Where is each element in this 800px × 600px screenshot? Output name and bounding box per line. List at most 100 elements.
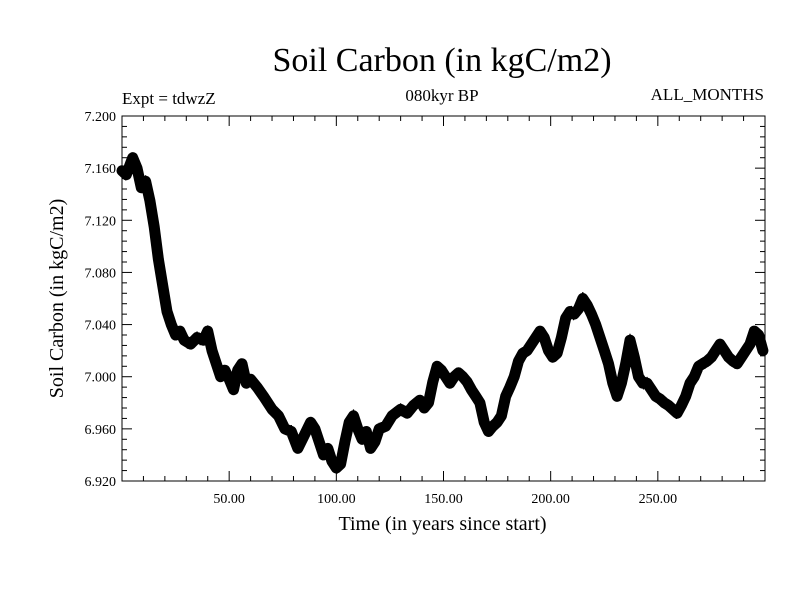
data-point (157, 258, 159, 260)
data-point (462, 376, 464, 378)
data-point (449, 382, 451, 384)
data-point (237, 369, 239, 371)
y-tick-label: 7.000 (85, 371, 117, 386)
plot-frame (121, 115, 766, 482)
data-point (297, 447, 299, 449)
data-point (723, 350, 725, 352)
data-point (400, 408, 402, 410)
data-point (256, 386, 258, 388)
data-point (211, 350, 213, 352)
data-point (310, 421, 312, 423)
data-point (492, 425, 494, 427)
data-point (140, 187, 142, 189)
data-point (436, 365, 438, 367)
data-point (385, 425, 387, 427)
data-point (290, 431, 292, 432)
data-point (706, 360, 708, 362)
data-point (762, 350, 764, 352)
data-point (365, 431, 367, 432)
data-point (732, 360, 734, 362)
data-point (659, 398, 661, 400)
data-point (638, 376, 639, 378)
data-point (215, 363, 217, 365)
data-point (413, 404, 414, 406)
data-point (132, 157, 134, 159)
data-point (228, 378, 230, 380)
data-point (740, 356, 742, 358)
data-point (736, 363, 738, 365)
data-point (642, 382, 644, 384)
series-noise (121, 153, 763, 474)
data-point (599, 337, 601, 339)
data-point (548, 350, 549, 352)
data-point (179, 330, 181, 332)
data-point (353, 415, 354, 417)
data-point (440, 369, 442, 371)
data-point (603, 350, 605, 352)
data-point (370, 447, 372, 449)
chart-title: Soil Carbon (in kgC/m2) (272, 42, 612, 79)
data-point (166, 311, 168, 312)
data-point (207, 330, 209, 332)
data-point (175, 334, 177, 336)
data-point (526, 350, 528, 352)
data-point (278, 415, 279, 417)
data-point (509, 386, 511, 388)
data-point (432, 381, 434, 383)
data-point (406, 412, 408, 414)
data-point (552, 356, 554, 358)
data-point (698, 365, 700, 367)
data-point (728, 356, 730, 358)
data-point (535, 337, 537, 339)
data-point (470, 389, 472, 391)
data-point (608, 363, 609, 365)
data-point (488, 431, 489, 432)
data-point (633, 356, 635, 358)
data-point (145, 180, 147, 182)
data-point (625, 363, 627, 365)
data-point (202, 339, 204, 341)
data-point (327, 447, 329, 449)
data-point (646, 382, 648, 384)
data-point (335, 467, 337, 469)
data-point (196, 337, 198, 339)
data-point (136, 167, 138, 169)
x-tick-label: 250.00 (639, 492, 678, 507)
data-point (715, 350, 717, 352)
data-point (655, 395, 657, 397)
data-point (453, 376, 455, 378)
data-point (374, 441, 376, 443)
data-point (539, 330, 541, 332)
data-point (620, 382, 622, 384)
data-point (224, 369, 226, 371)
data-point (573, 313, 575, 315)
data-point (331, 460, 333, 462)
y-tick-label: 7.120 (85, 214, 117, 229)
data-point (616, 395, 618, 397)
data-point (685, 395, 687, 397)
data-point (423, 407, 425, 409)
x-tick-label: 50.00 (213, 492, 245, 507)
chart-subtitle: 080kyr BP (405, 86, 479, 105)
data-point (612, 382, 614, 384)
data-point (314, 428, 316, 430)
data-point (318, 441, 320, 443)
data-point (518, 360, 519, 362)
data-point (693, 376, 695, 378)
data-point (170, 324, 172, 326)
data-point (530, 343, 532, 345)
data-point (162, 285, 164, 286)
data-point (505, 395, 507, 397)
data-point (522, 352, 524, 354)
data-point (445, 376, 447, 378)
y-tick-label: 6.960 (85, 423, 117, 438)
data-point (250, 378, 252, 380)
months-label: ALL_MONTHS (650, 85, 764, 104)
data-point (719, 343, 721, 345)
y-axis-label: Soil Carbon (in kgC/m2) (46, 199, 68, 398)
data-point (475, 395, 477, 397)
y-tick-label: 7.200 (85, 110, 117, 125)
y-tick-label: 7.080 (85, 266, 117, 281)
data-point (458, 372, 459, 374)
